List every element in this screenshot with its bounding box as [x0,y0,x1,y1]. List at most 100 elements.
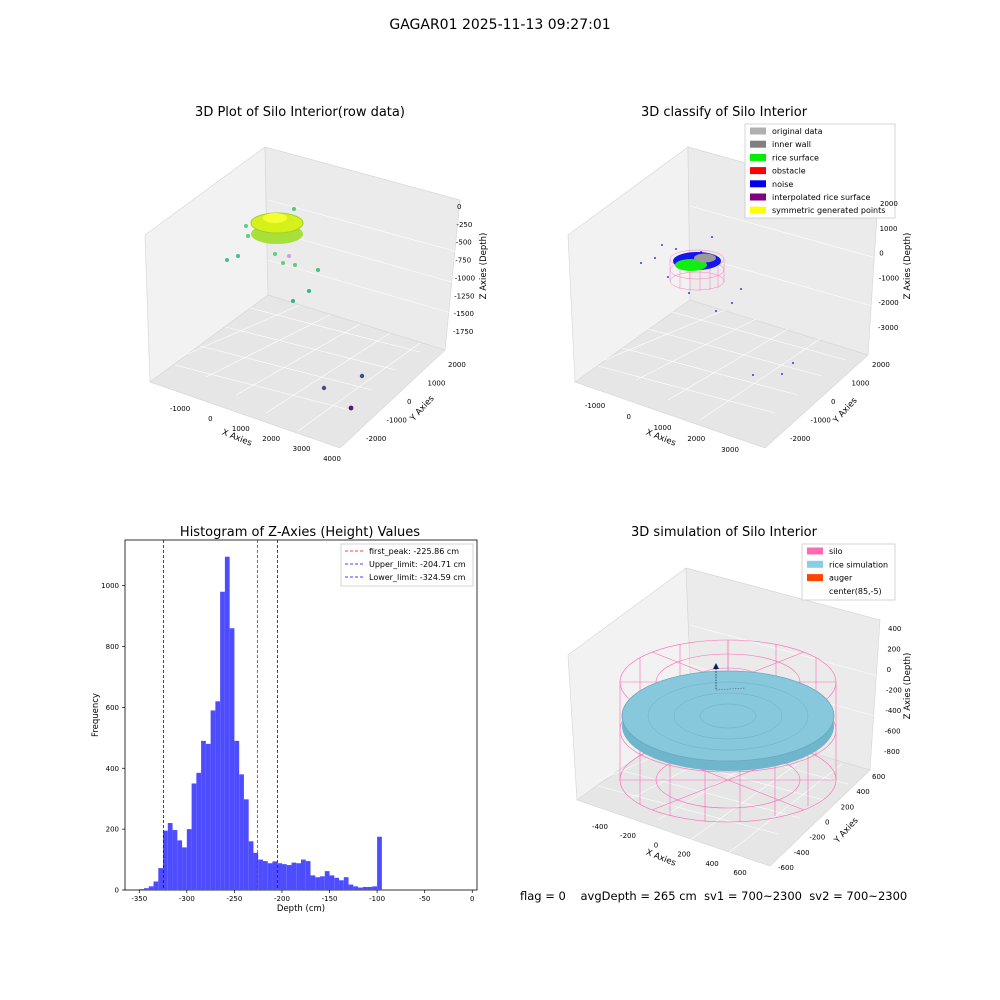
sim-auger [713,663,746,691]
hist-x-tick: -50 [419,895,430,903]
hist-bar [243,799,249,890]
hist-y-tick: 600 [106,704,119,712]
classify-y-tick: 0 [831,398,835,406]
classify-legend-swatch [750,127,766,135]
classify-y-tick: 2000 [872,361,890,369]
hist-bar [186,829,192,890]
hist-bar [329,875,335,890]
classify-z-tick: -3000 [878,324,898,332]
sim-title: 3D simulation of Silo Interior [631,525,818,540]
hist-bar [296,863,301,890]
hist-y-label: Frequency [91,693,101,737]
hist-y-tick: 400 [106,765,119,773]
sim-z-label: Z Axies (Depth) [903,653,913,720]
hist-bar [324,871,330,890]
classify-legend-label: interpolated rice surface [772,193,870,202]
sim-y-tick: 400 [856,788,869,796]
hist-bar [277,863,282,890]
hist-bar [262,861,268,890]
sim-legend-swatch [807,560,823,568]
hist-bar [258,859,263,890]
sim-legend-label: auger [829,574,853,583]
sim-x-tick: 200 [677,851,690,859]
classify-legend-swatch [750,193,766,201]
classify-z-tick: 0 [879,250,883,258]
raw-z-tick: -250 [456,221,472,229]
classify-legend-swatch [750,206,766,214]
raw-x-tick: 0 [208,415,212,423]
raw-y-tick: -2000 [366,435,386,443]
classify-rice-surface [675,259,707,271]
hist-bar [367,886,373,890]
sim-x-tick: -200 [620,832,636,840]
hist-bar [248,841,254,890]
hist-bar [239,774,244,890]
hist-x-tick: -350 [131,895,147,903]
sim-z-tick: 200 [887,646,900,654]
classify-z-tick: -1000 [879,274,899,282]
hist-x-tick: -100 [369,895,385,903]
raw-z-tick: -750 [455,257,471,265]
raw-z-tick: -500 [456,239,472,247]
hist-y-tick: 200 [106,826,119,834]
hist-bar [320,876,325,890]
raw-blob-highlight [263,213,287,223]
sim-z-tick: -600 [885,728,901,736]
classify-legend-swatch [750,180,766,188]
hist-x-tick: 0 [470,895,474,903]
sim-z-tick: 0 [887,666,891,674]
hist-y-tick: 1000 [101,582,119,590]
hist-vlines [163,540,278,890]
raw-y-label: Y Axies [408,393,437,424]
panel-classify: 3D classify of Silo Interior [567,105,913,454]
raw-z-ticks: 0 -250 -500 -750 -1000 -1250 -1500 -1750 [453,203,475,336]
classify-legend-label: obstacle [772,167,806,176]
hist-bars [139,556,382,890]
classify-y-tick: 1000 [852,380,870,388]
classify-legend-swatch [750,140,766,148]
sim-x-tick: 400 [705,860,718,868]
hist-bar [177,840,183,890]
classify-legend-label: rice surface [772,153,819,162]
sim-y-tick: -200 [809,834,825,842]
hist-x-tick: -150 [322,895,338,903]
classify-y-ticks: -2000 -1000 0 1000 2000 [790,361,890,443]
hist-x-tick: -200 [274,895,290,903]
classify-legend-swatch [750,153,766,161]
classify-z-tick: 1000 [880,225,898,233]
hist-x-ticks: -350 -300 -250 -200 -150 -100 -50 0 [131,890,474,903]
classify-x-tick: 0 [627,413,631,421]
hist-bar [353,886,359,890]
panel-histogram: Histogram of Z-Axies (Height) Values -35… [91,525,478,914]
hist-bar [196,772,202,890]
hist-bar [339,880,344,890]
hist-bar [343,877,349,890]
hist-bar [281,864,287,890]
hist-bar [224,556,230,890]
raw-y-tick: 1000 [428,380,446,388]
hist-bar [362,886,368,890]
raw-y-tick: 0 [407,398,411,406]
classify-x-tick: 3000 [721,446,739,454]
hist-bar [334,877,340,890]
hist-bar [310,875,316,890]
sim-z-tick: -800 [884,748,900,756]
hist-legend-label: Lower_limit: -324.59 cm [369,573,466,582]
hist-bar [172,830,178,890]
hist-bar [158,868,164,890]
hist-y-ticks: 0 200 400 600 800 1000 [101,582,125,895]
sim-legend-label: center(85,-5) [829,587,882,596]
sim-z-tick: -400 [885,707,901,715]
hist-bar [358,887,363,890]
classify-inner-wall [694,253,716,263]
classify-y-tick: -2000 [790,435,810,443]
hist-bar [210,710,216,890]
raw-z-tick: -1000 [455,274,475,282]
panel-simulation: 3D simulation of Silo Interior [567,525,913,877]
panel-raw-data: 3D Plot of Silo Interior(row data) [144,105,489,463]
hist-x-tick: -300 [179,895,195,903]
hist-bar [205,743,211,890]
raw-y-ticks: -2000 -1000 0 1000 2000 [366,361,466,443]
classify-legend-swatch [750,167,766,175]
